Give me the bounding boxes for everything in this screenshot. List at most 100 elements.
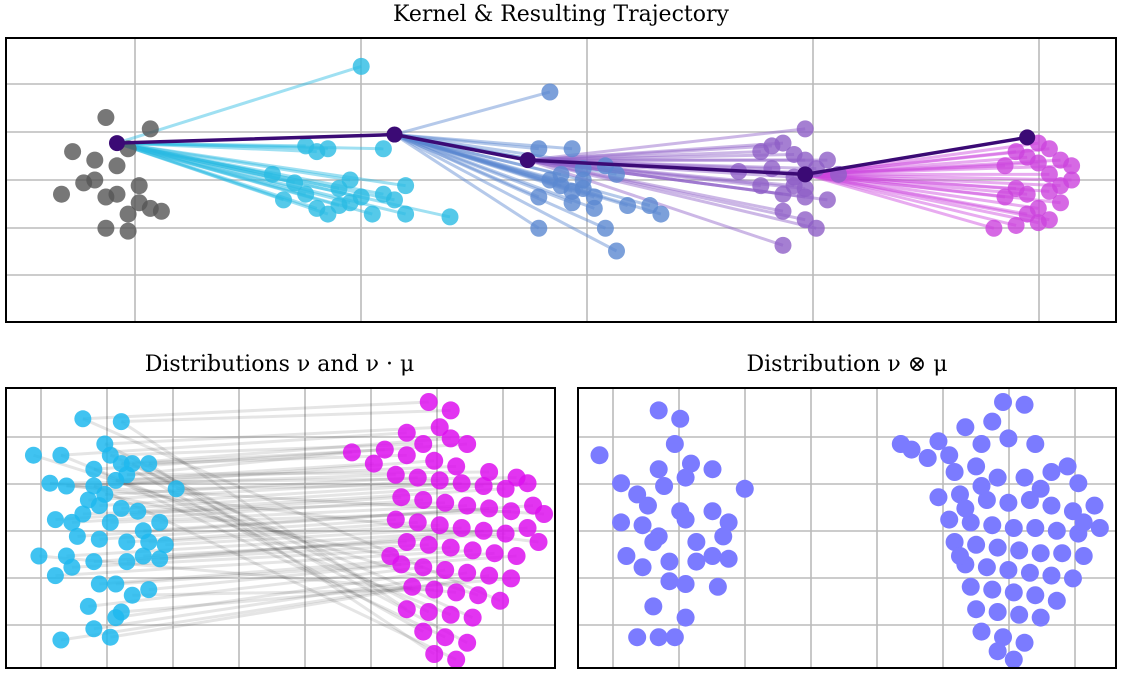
coupling-line bbox=[104, 425, 440, 446]
nu-point bbox=[151, 513, 169, 531]
mu-point bbox=[414, 435, 433, 453]
trajectory-point bbox=[1019, 129, 1036, 146]
nu-point bbox=[74, 410, 92, 428]
scatter-point bbox=[752, 177, 770, 195]
scatter-point bbox=[774, 236, 792, 254]
product-point bbox=[988, 642, 1007, 661]
nu-point bbox=[112, 499, 130, 517]
panel-border bbox=[5, 37, 1117, 323]
product-point bbox=[1004, 650, 1023, 669]
product-point bbox=[1047, 521, 1066, 540]
product-point bbox=[1047, 591, 1066, 610]
mu-point bbox=[408, 513, 427, 532]
product-point bbox=[676, 575, 695, 593]
scatter-point bbox=[97, 219, 115, 237]
chart-panel-3 bbox=[577, 387, 1117, 669]
kernel-line bbox=[527, 158, 806, 222]
kernel-line bbox=[527, 158, 784, 213]
kernel-line bbox=[393, 133, 607, 230]
scatter-point bbox=[386, 191, 403, 209]
scatter-point bbox=[1063, 157, 1081, 175]
nu-point bbox=[30, 547, 48, 565]
kernel-line bbox=[116, 141, 351, 182]
product-point bbox=[660, 572, 679, 591]
nu-point bbox=[74, 505, 92, 523]
kernel-line bbox=[527, 158, 761, 188]
scatter-point bbox=[563, 194, 581, 212]
product-point bbox=[1015, 633, 1034, 652]
kernel-line bbox=[116, 141, 373, 216]
scatter-point bbox=[53, 185, 70, 203]
kernel-line bbox=[394, 133, 539, 151]
kernel-line bbox=[116, 141, 384, 151]
nu-point bbox=[85, 620, 103, 638]
mu-point bbox=[430, 418, 449, 437]
kernel-line bbox=[527, 158, 784, 196]
top-chart-title: Kernel & Resulting Trajectory bbox=[393, 2, 729, 27]
product-point bbox=[972, 477, 991, 495]
coupling-line bbox=[93, 484, 457, 661]
kernel-line bbox=[394, 133, 562, 188]
product-point bbox=[1053, 544, 1072, 563]
product-point bbox=[988, 538, 1007, 557]
nu-point bbox=[107, 575, 125, 593]
kernel-line bbox=[804, 172, 1017, 227]
coupling-line bbox=[93, 467, 446, 639]
product-point bbox=[687, 552, 706, 571]
panel-border bbox=[577, 387, 1117, 669]
product-point bbox=[1020, 563, 1039, 582]
coupling-line bbox=[99, 481, 462, 508]
product-point bbox=[1015, 395, 1034, 414]
product-point bbox=[967, 535, 986, 554]
mu-point bbox=[518, 519, 537, 537]
product-point bbox=[617, 547, 636, 565]
coupling-line bbox=[159, 543, 429, 561]
kernel-line bbox=[116, 141, 307, 196]
scatter-point bbox=[1029, 214, 1047, 232]
nu-point bbox=[85, 553, 103, 571]
scatter-point bbox=[596, 219, 614, 237]
product-point bbox=[1074, 547, 1093, 565]
coupling-line bbox=[132, 588, 435, 597]
kernel-line bbox=[804, 172, 1050, 222]
nu-point bbox=[68, 527, 86, 545]
mu-point bbox=[364, 454, 383, 473]
kernel-line bbox=[116, 141, 329, 216]
scatter-point bbox=[275, 191, 292, 209]
scatter-point bbox=[341, 194, 359, 212]
scatter-point bbox=[86, 151, 104, 169]
mu-point bbox=[452, 474, 471, 493]
product-point bbox=[961, 513, 980, 532]
product-point bbox=[1020, 491, 1039, 509]
mu-point bbox=[414, 491, 433, 509]
scatter-point bbox=[1040, 182, 1058, 200]
mu-point bbox=[430, 471, 449, 490]
product-point bbox=[649, 401, 668, 420]
product-point bbox=[983, 412, 1002, 431]
kernel-line bbox=[805, 172, 1072, 182]
scatter-point bbox=[363, 205, 381, 223]
product-point bbox=[1063, 502, 1082, 521]
product-point bbox=[681, 454, 700, 473]
scatter-point bbox=[608, 165, 625, 183]
mu-point bbox=[458, 563, 477, 582]
scatter-point bbox=[308, 143, 326, 161]
scatter-point bbox=[297, 185, 315, 203]
scatter-point bbox=[807, 219, 825, 237]
scatter-point bbox=[541, 83, 559, 101]
kernel-line bbox=[393, 133, 540, 230]
nu-point bbox=[118, 466, 136, 484]
product-point bbox=[676, 608, 695, 627]
product-point bbox=[687, 533, 706, 551]
coupling-line bbox=[143, 506, 490, 533]
nu-point bbox=[46, 567, 64, 585]
coupling-line bbox=[38, 554, 457, 594]
scatter-point bbox=[818, 191, 836, 209]
mu-point bbox=[381, 547, 400, 565]
trajectory-point bbox=[109, 135, 125, 152]
mu-point bbox=[491, 591, 510, 610]
product-point bbox=[1090, 519, 1109, 537]
scatter-point bbox=[774, 202, 792, 220]
scatter-point bbox=[608, 242, 625, 260]
product-point bbox=[988, 468, 1007, 487]
